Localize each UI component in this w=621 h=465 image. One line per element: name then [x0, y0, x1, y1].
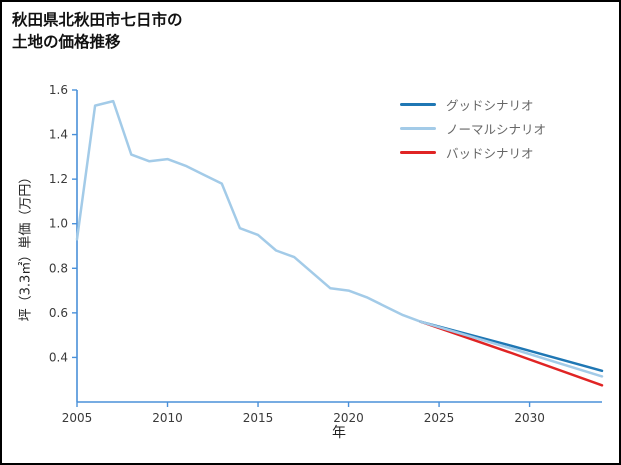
legend-line-normal-icon: [400, 126, 436, 130]
y-tick-label: 0.6: [49, 306, 68, 320]
x-tick-label: 2020: [333, 411, 364, 425]
series-line-バッドシナリオ: [419, 320, 604, 387]
page-title-line1: 秋田県北秋田市七日市の: [12, 11, 183, 29]
legend-item-bad: バッドシナリオ: [400, 140, 546, 164]
legend-item-normal: ノーマルシナリオ: [400, 116, 546, 140]
x-tick-label: 2015: [243, 411, 274, 425]
y-tick-label: 1.0: [49, 217, 68, 231]
legend-item-good: グッドシナリオ: [400, 92, 546, 116]
x-axis-label: 年: [332, 425, 346, 441]
y-tick-label: 1.4: [49, 128, 68, 142]
y-tick-label: 1.2: [49, 172, 68, 186]
legend-label-bad: バッドシナリオ: [446, 145, 534, 161]
x-tick-label: 2025: [424, 411, 455, 425]
page-title: 秋田県北秋田市七日市の 土地の価格推移: [12, 10, 183, 53]
y-tick-label: 0.8: [49, 261, 68, 275]
page-title-line2: 土地の価格推移: [12, 32, 121, 51]
x-tick-label: 2030: [514, 411, 545, 425]
legend-line-bad-icon: [400, 150, 436, 154]
x-tick-label: 2005: [62, 411, 93, 425]
x-tick-label: 2010: [152, 411, 183, 425]
legend-line-good-icon: [400, 102, 436, 106]
series-line-ノーマルシナリオ: [419, 320, 604, 378]
y-tick-label: 0.4: [49, 350, 68, 364]
y-tick-label: 1.6: [49, 83, 68, 97]
legend-label-normal: ノーマルシナリオ: [446, 121, 547, 137]
chart-legend: グッドシナリオ ノーマルシナリオ バッドシナリオ: [400, 92, 546, 164]
series-line-実績: [75, 99, 423, 324]
legend-label-good: グッドシナリオ: [446, 97, 534, 113]
y-axis-label: 坪（3.3㎡）単価（万円）: [18, 170, 34, 322]
